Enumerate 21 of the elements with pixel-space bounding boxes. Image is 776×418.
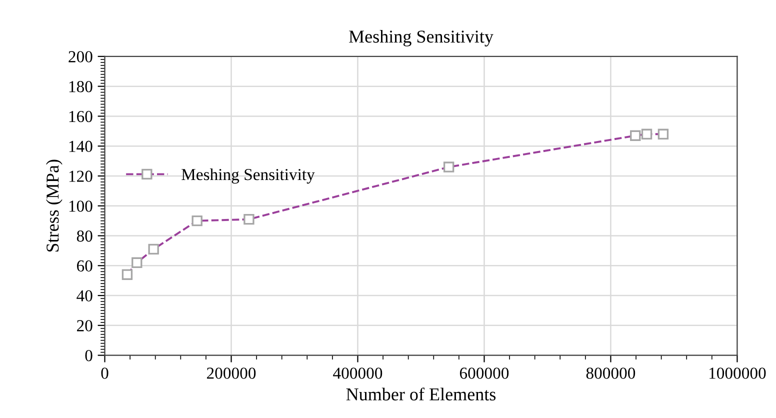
x-axis-title: Number of Elements — [346, 388, 496, 400]
x-tick-label: 1000000 — [710, 368, 766, 379]
y-axis-title: Stress (MPa) — [46, 160, 62, 252]
x-tick-label: 200000 — [206, 368, 256, 379]
y-tick-label: 40 — [76, 290, 92, 302]
x-tick-label: 800000 — [586, 368, 636, 379]
x-tick-label: 400000 — [333, 368, 382, 379]
y-tick-label: 120 — [69, 170, 92, 182]
y-tick-label: 60 — [77, 260, 92, 272]
y-tick-label: 20 — [77, 320, 92, 332]
y-tick-label: 180 — [69, 81, 92, 92]
y-tick-label: 140 — [69, 140, 92, 152]
legend-label: Meshing Sensitivity — [182, 168, 315, 184]
y-tick-label: 80 — [76, 230, 92, 242]
chart-title: Meshing Sensitivity — [349, 30, 494, 46]
y-tick-label: 160 — [69, 110, 92, 122]
x-tick-label: 0 — [101, 368, 108, 379]
x-tick-label: 600000 — [460, 368, 509, 379]
y-tick-label: 200 — [68, 51, 92, 62]
y-tick-label: 0 — [85, 350, 92, 362]
y-tick-label: 100 — [69, 200, 92, 212]
